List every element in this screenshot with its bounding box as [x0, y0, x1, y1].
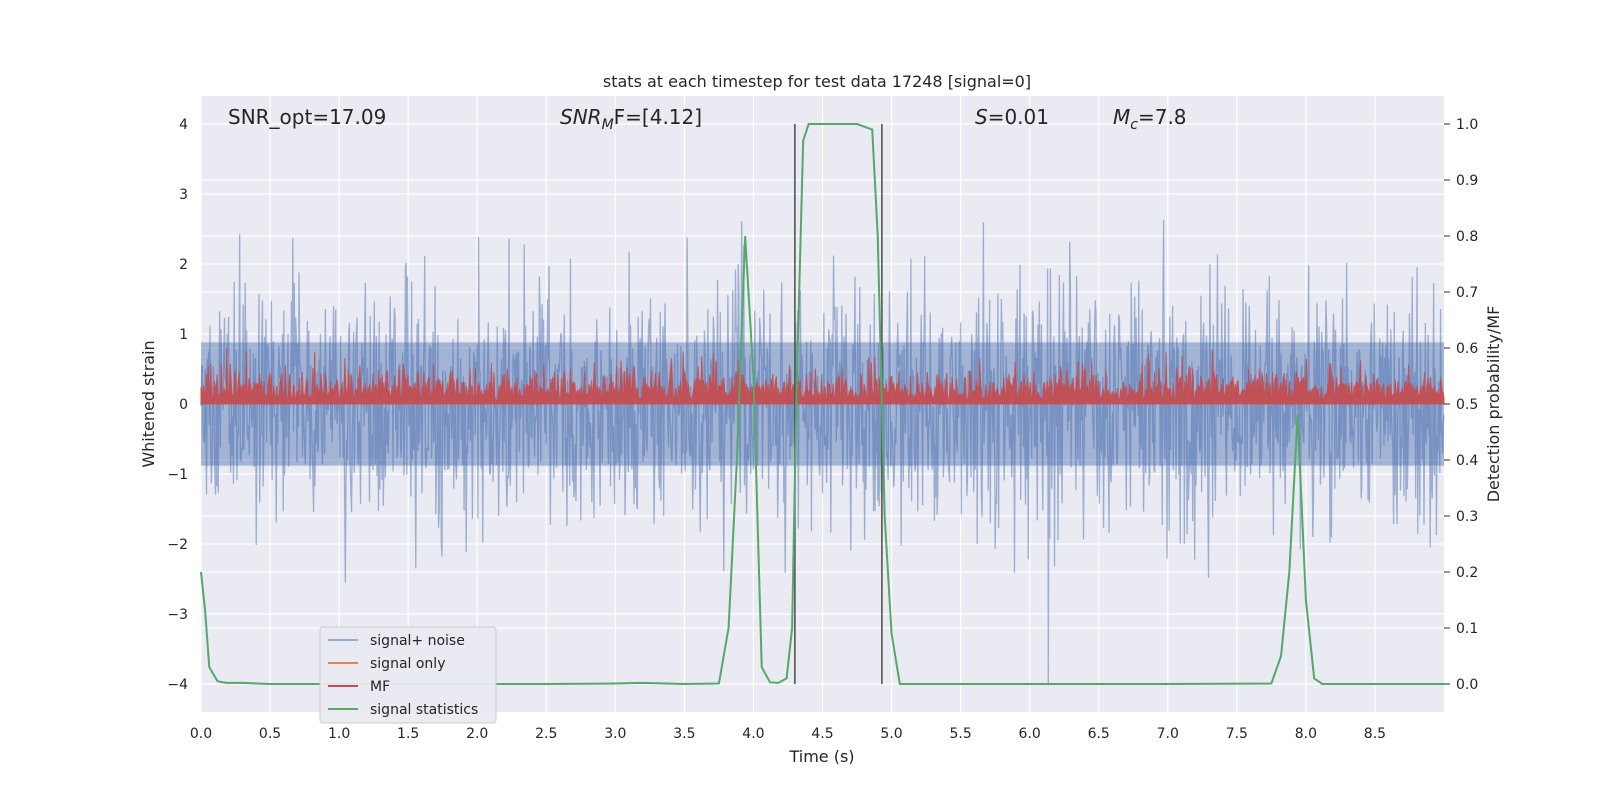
x-tick-label-16: 8.0 — [1295, 726, 1317, 742]
y-right-axis-label: Detection probability/MF — [1484, 306, 1503, 503]
annotation-mc-base: M — [1113, 105, 1130, 129]
y-right-tick-label-8: 0.8 — [1456, 229, 1478, 245]
annotation-snr-mf-base: SNR — [560, 105, 602, 129]
y-left-tick-label-3: −1 — [167, 467, 188, 483]
x-tick-label-11: 5.5 — [949, 726, 971, 742]
annotation-snr-mf-sub: M — [602, 117, 614, 133]
y-right-tick-label-4: 0.4 — [1456, 453, 1478, 469]
mf-series — [200, 347, 1445, 405]
legend-label-2: MF — [370, 679, 390, 695]
x-tick-label-5: 2.5 — [535, 726, 557, 742]
y-right-tick-label-7: 0.7 — [1456, 285, 1478, 301]
legend: signal+ noise signal only MF signal statist… — [319, 626, 497, 724]
y-left-tick-label-6: 2 — [179, 257, 188, 273]
x-tick-label-10: 5.0 — [880, 726, 902, 742]
legend-label-0: signal+ noise — [370, 633, 465, 649]
annotation-snr-mf-rest: F=[4.12] — [614, 105, 702, 129]
y-left-tick-label-8: 4 — [179, 117, 188, 133]
annotation-s: S=0.01 — [975, 105, 1049, 129]
x-tick-label-14: 7.0 — [1157, 726, 1179, 742]
annotation-snr-mf: SNRMF=[4.12] — [560, 105, 702, 133]
y-left-axis-label: Whitened strain — [139, 340, 158, 467]
annotation-mc-rest: =7.8 — [1138, 105, 1187, 129]
y-left-tick-label-4: 0 — [179, 397, 188, 413]
x-tick-label-2: 1.0 — [328, 726, 350, 742]
y-right-tick-label-9: 0.9 — [1456, 173, 1478, 189]
x-tick-label-4: 2.0 — [466, 726, 488, 742]
y-left-tick-label-5: 1 — [179, 327, 188, 343]
chart-title: stats at each timestep for test data 172… — [603, 72, 1031, 91]
x-tick-label-1: 0.5 — [259, 726, 281, 742]
x-axis-ticks: 0.0 0.5 1.0 1.5 2.0 2.5 3.0 3.5 4.0 4.5 5.0 5.5 6.0 6… — [190, 726, 1386, 742]
y-right-axis-ticks: 0.0 0.1 0.2 0.3 0.4 0.5 0.6 0.7 0.8 0.9 1.0 — [1444, 117, 1478, 693]
x-tick-label-3: 1.5 — [397, 726, 419, 742]
x-tick-label-8: 4.0 — [742, 726, 764, 742]
annotation-snr-opt: SNR_opt=17.09 — [228, 105, 386, 129]
x-tick-label-7: 3.5 — [673, 726, 695, 742]
x-axis-label: Time (s) — [788, 747, 854, 766]
y-right-tick-label-1: 0.1 — [1456, 621, 1478, 637]
mf-line — [200, 347, 1445, 405]
y-left-tick-label-1: −3 — [167, 607, 188, 623]
y-right-tick-label-10: 1.0 — [1456, 117, 1478, 133]
y-right-tick-label-2: 0.2 — [1456, 565, 1478, 581]
y-right-tick-label-6: 0.6 — [1456, 341, 1478, 357]
y-left-tick-label-0: −4 — [167, 677, 188, 693]
y-right-tick-label-3: 0.3 — [1456, 509, 1478, 525]
x-tick-label-6: 3.0 — [604, 726, 626, 742]
x-tick-label-0: 0.0 — [190, 726, 212, 742]
x-tick-label-12: 6.0 — [1019, 726, 1041, 742]
y-left-tick-label-2: −2 — [167, 537, 188, 553]
annotation-mc-sub: c — [1130, 117, 1138, 133]
y-left-tick-label-7: 3 — [179, 187, 188, 203]
y-left-axis-ticks: −4 −3 −2 −1 0 1 2 3 4 — [167, 117, 188, 693]
y-right-tick-label-0: 0.0 — [1456, 677, 1478, 693]
annotations: SNR_opt=17.09 SNRMF=[4.12] S=0.01 Mc=7.8 — [228, 105, 1187, 133]
annotation-s-rest: =0.01 — [988, 105, 1049, 129]
legend-box — [319, 626, 497, 724]
x-tick-label-9: 4.5 — [811, 726, 833, 742]
y-right-tick-label-5: 0.5 — [1456, 397, 1478, 413]
annotation-mc: Mc=7.8 — [1113, 105, 1187, 133]
x-tick-label-17: 8.5 — [1364, 726, 1386, 742]
annotation-s-base: S — [975, 105, 988, 129]
legend-label-3: signal statistics — [370, 702, 478, 718]
legend-label-1: signal only — [370, 656, 445, 672]
x-tick-label-13: 6.5 — [1088, 726, 1110, 742]
x-tick-label-15: 7.5 — [1226, 726, 1248, 742]
